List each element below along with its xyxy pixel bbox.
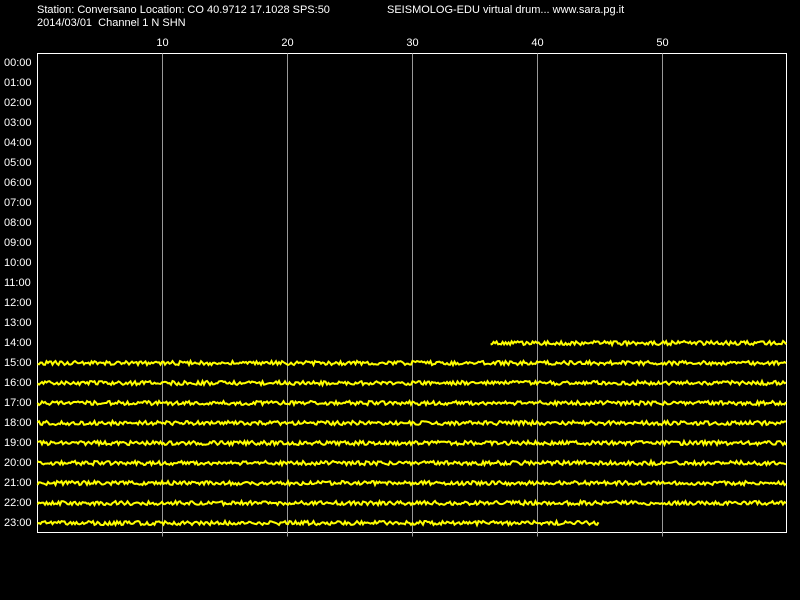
hour-label: 18:00 (4, 417, 32, 429)
hour-label: 20:00 (4, 457, 32, 469)
hour-label: 12:00 (4, 297, 32, 309)
trace (37, 518, 600, 528)
hour-label: 05:00 (4, 157, 32, 169)
trace (36, 378, 787, 388)
minute-label: 10 (156, 37, 168, 49)
hour-label: 22:00 (4, 497, 32, 509)
minute-label: 30 (406, 37, 418, 49)
hour-label: 09:00 (4, 237, 32, 249)
app-title: SEISMOLOG-EDU virtual drum... www.sara.p… (387, 4, 624, 16)
hour-label: 14:00 (4, 337, 32, 349)
minute-label: 40 (531, 37, 543, 49)
hour-label: 13:00 (4, 317, 32, 329)
hour-label: 04:00 (4, 137, 32, 149)
hour-label: 11:00 (4, 277, 31, 289)
hour-label: 07:00 (4, 197, 32, 209)
trace (36, 418, 786, 428)
hour-label: 06:00 (4, 177, 32, 189)
minute-label: 20 (281, 37, 293, 49)
hour-label: 15:00 (4, 357, 32, 369)
hour-label: 08:00 (4, 217, 32, 229)
minute-label: 50 (656, 37, 668, 49)
hour-label: 02:00 (4, 97, 32, 109)
trace (37, 358, 787, 368)
trace (37, 458, 787, 468)
hour-label: 03:00 (4, 117, 32, 129)
trace (490, 339, 787, 348)
hour-label: 10:00 (4, 257, 32, 269)
hour-label: 17:00 (4, 397, 32, 409)
hour-label: 16:00 (4, 377, 32, 389)
hour-label: 00:00 (4, 57, 32, 69)
station-info: Station: Conversano Location: CO 40.9712… (37, 4, 330, 16)
hour-label: 19:00 (4, 437, 32, 449)
trace (36, 478, 787, 488)
trace (36, 498, 787, 508)
date-channel: 2014/03/01 Channel 1 N SHN (37, 17, 186, 29)
hour-label: 23:00 (4, 517, 32, 529)
hour-label: 01:00 (4, 77, 32, 89)
trace (37, 438, 787, 448)
trace (36, 398, 787, 408)
hour-label: 21:00 (4, 477, 32, 489)
